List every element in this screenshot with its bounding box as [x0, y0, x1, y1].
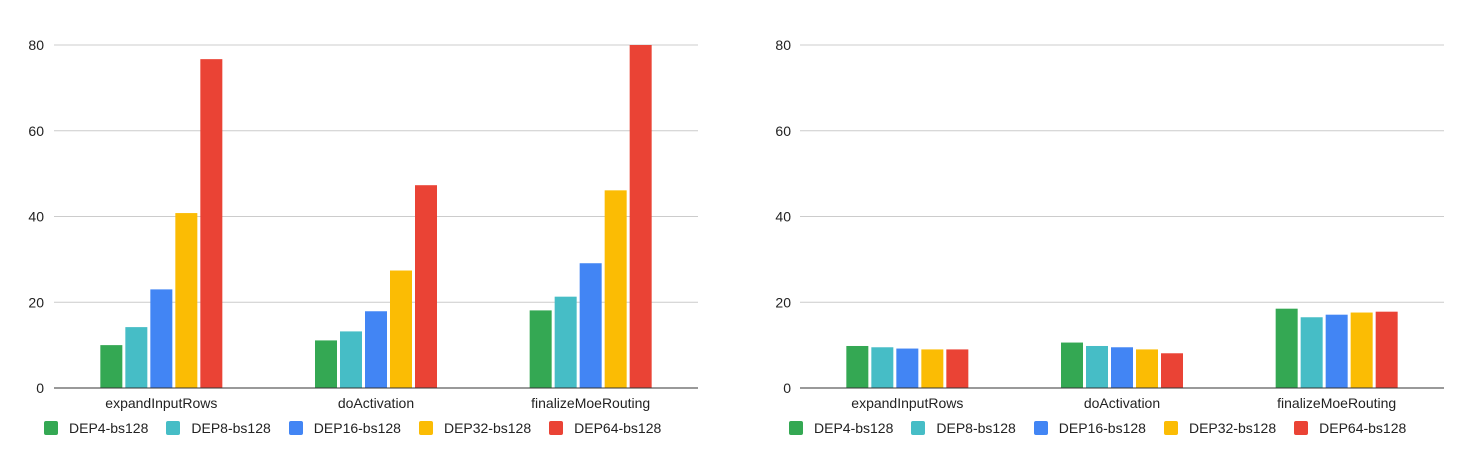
legend-label: DEP32-bs128: [443, 420, 532, 436]
bar-dep32-bs128-doactivation: [390, 270, 412, 388]
legend-label: DEP4-bs128: [69, 420, 149, 436]
bar-dep16-bs128-doactivation: [365, 311, 387, 388]
legend-label: DEP16-bs128: [313, 420, 401, 436]
bar-dep16-bs128-doactivation: [1111, 347, 1133, 388]
legend-swatch: [1294, 421, 1309, 435]
legend-label: DEP8-bs128: [191, 420, 271, 436]
bar-dep32-bs128-finalizemoerouting: [1350, 312, 1373, 388]
legend-swatch: [166, 421, 181, 435]
legend-item: DEP64-bs128: [549, 420, 661, 436]
x-tick-label: doActivation: [1084, 395, 1160, 411]
legend-item: DEP16-bs128: [288, 420, 401, 436]
legend-item: DEP8-bs128: [911, 420, 1016, 436]
bar-dep8-bs128-expandinputrows: [125, 327, 148, 388]
bar-dep8-bs128-finalizemoerouting: [1300, 317, 1323, 388]
legend-label: DEP32-bs128: [1188, 420, 1277, 436]
bar-dep16-bs128-expandinputrows: [150, 289, 173, 388]
legend-swatch: [1033, 421, 1048, 435]
y-tick-label: 40: [28, 209, 44, 225]
bar-dep64-bs128-finalizemoerouting: [629, 45, 652, 388]
legend-swatch: [288, 421, 303, 435]
y-tick-label: 60: [28, 123, 44, 139]
legend-label: DEP64-bs128: [574, 420, 662, 436]
bar-dep8-bs128-doactivation: [340, 331, 362, 388]
bar-dep32-bs128-finalizemoerouting: [604, 190, 627, 388]
legend-item: DEP16-bs128: [1033, 420, 1146, 436]
x-tick-label: expandInputRows: [851, 395, 963, 411]
x-tick-label: finalizeMoeRouting: [531, 395, 650, 411]
bar-dep64-bs128-doactivation: [1161, 353, 1183, 388]
legend-item: DEP64-bs128: [1294, 420, 1406, 436]
bar-dep8-bs128-expandinputrows: [871, 347, 894, 388]
bar-dep4-bs128-doactivation: [315, 340, 337, 388]
y-tick-label: 20: [775, 294, 791, 310]
legend-swatch: [1163, 421, 1178, 435]
bar-dep16-bs128-finalizemoerouting: [1325, 314, 1348, 388]
chart-left: 0 20 40 60 80 expandInputRows doActivation fina…: [0, 0, 735, 469]
y-tick-label: 20: [28, 294, 44, 310]
legend-item: DEP4-bs128: [789, 420, 893, 436]
bar-dep4-bs128-expandinputrows: [100, 345, 123, 388]
chart-right: 0 20 40 60 80 expandInputRows doActivation fina…: [745, 0, 1471, 469]
bar-dep32-bs128-doactivation: [1136, 349, 1158, 388]
x-tick-label: doActivation: [338, 395, 414, 411]
legend-label: DEP4-bs128: [814, 420, 894, 436]
y-tick-label: 80: [775, 37, 791, 53]
bar-dep64-bs128-finalizemoerouting: [1375, 311, 1398, 388]
x-tick-label: expandInputRows: [105, 395, 217, 411]
bar-dep4-bs128-doactivation: [1061, 342, 1083, 388]
bar-dep32-bs128-expandinputrows: [175, 213, 198, 388]
bar-dep64-bs128-doactivation: [415, 185, 437, 388]
legend-swatch: [418, 421, 433, 435]
legend-swatch: [789, 421, 803, 435]
bar-dep64-bs128-expandinputrows: [946, 349, 969, 388]
legend-swatch: [44, 421, 58, 435]
legend-label: DEP8-bs128: [936, 420, 1016, 436]
bar-dep4-bs128-finalizemoerouting: [1275, 308, 1298, 388]
legend-label: DEP64-bs128: [1319, 420, 1407, 436]
bar-dep4-bs128-expandinputrows: [846, 345, 869, 388]
legend-label: DEP16-bs128: [1058, 420, 1146, 436]
y-tick-label: 80: [28, 37, 44, 53]
legend-item: DEP32-bs128: [418, 420, 532, 436]
bar-dep16-bs128-finalizemoerouting: [579, 263, 602, 388]
bar-dep8-bs128-finalizemoerouting: [554, 296, 577, 388]
bar-dep4-bs128-finalizemoerouting: [529, 310, 552, 388]
legend-item: DEP32-bs128: [1163, 420, 1277, 436]
bar-dep16-bs128-expandinputrows: [896, 348, 919, 388]
y-tick-label: 40: [775, 209, 791, 225]
y-tick-label: 0: [783, 380, 791, 396]
bar-dep64-bs128-expandinputrows: [200, 59, 223, 389]
legend-item: DEP8-bs128: [166, 420, 271, 436]
chart-left-legend: DEP4-bs128 DEP8-bs128 DEP16-bs128 DEP32-bs1…: [44, 420, 679, 436]
y-tick-label: 60: [775, 123, 791, 139]
bar-dep8-bs128-doactivation: [1086, 345, 1108, 388]
chart-left-plot: 0 20 40 60 80 expandInputRows doActivation fina…: [28, 37, 698, 411]
x-tick-label: finalizeMoeRouting: [1277, 395, 1396, 411]
chart-right-legend: DEP4-bs128 DEP8-bs128 DEP16-bs128 DEP32-bs1…: [789, 420, 1424, 436]
legend-swatch: [911, 421, 926, 435]
y-tick-label: 0: [36, 380, 44, 396]
chart-right-plot: 0 20 40 60 80 expandInputRows doActivation fina…: [775, 37, 1444, 411]
legend-swatch: [549, 421, 564, 435]
bar-dep32-bs128-expandinputrows: [921, 349, 944, 388]
legend-item: DEP4-bs128: [44, 420, 148, 436]
